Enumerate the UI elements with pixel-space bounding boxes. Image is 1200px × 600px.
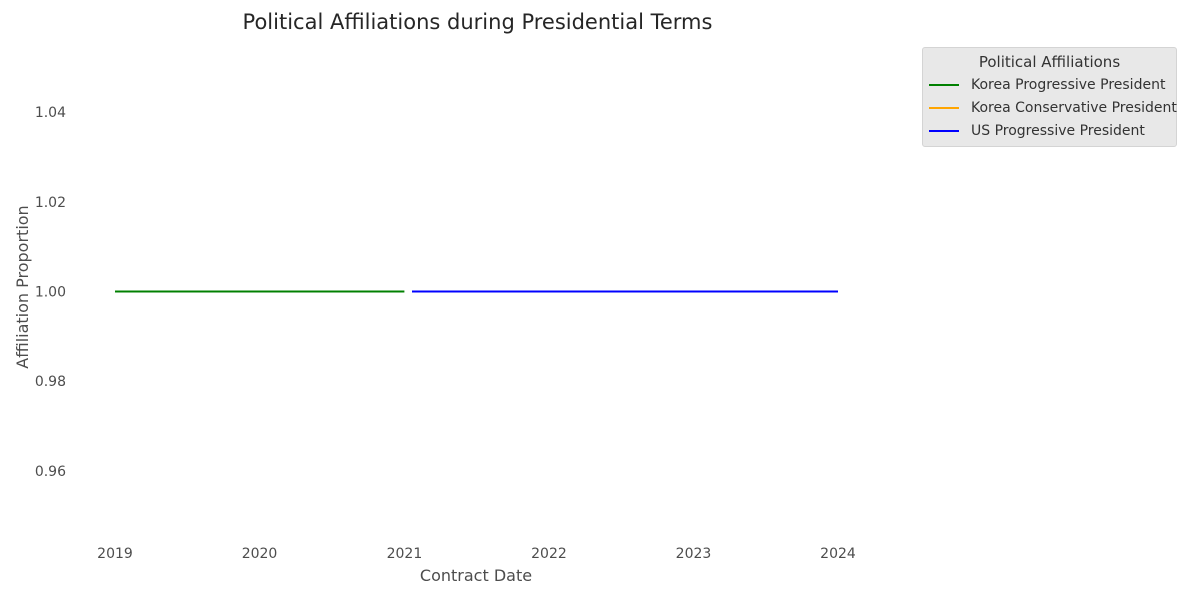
- x-tick-label: 2022: [531, 546, 567, 562]
- legend-swatch-us-progressive: [929, 130, 959, 132]
- legend: Political Affiliations Korea Progressive…: [922, 47, 1177, 147]
- legend-label: Korea Progressive President: [971, 77, 1166, 93]
- x-tick-label: 2020: [242, 546, 278, 562]
- x-axis-label: Contract Date: [420, 566, 532, 585]
- legend-label: Korea Conservative President: [971, 100, 1177, 116]
- legend-item-korea-progressive: Korea Progressive President: [929, 77, 1165, 93]
- y-tick-label: 1.04: [35, 105, 66, 121]
- y-tick-label: 1.02: [35, 195, 66, 211]
- legend-item-us-progressive: US Progressive President: [929, 123, 1145, 139]
- x-tick-label: 2019: [97, 546, 133, 562]
- x-tick-label: 2024: [820, 546, 856, 562]
- legend-label: US Progressive President: [971, 123, 1145, 139]
- y-axis-label: Affiliation Proportion: [13, 205, 32, 368]
- legend-title: Political Affiliations: [978, 53, 1121, 71]
- legend-item-korea-conservative: Korea Conservative President: [929, 100, 1177, 116]
- y-tick-label: 0.96: [35, 464, 66, 480]
- chart-title: Political Affiliations during Presidenti…: [242, 10, 713, 34]
- legend-swatch-korea-progressive: [929, 84, 959, 86]
- x-tick-label: 2021: [387, 546, 423, 562]
- y-tick-label: 0.98: [35, 374, 66, 390]
- legend-swatch-korea-conservative: [929, 107, 959, 109]
- y-tick-label: 1.00: [35, 285, 66, 301]
- x-tick-label: 2023: [676, 546, 712, 562]
